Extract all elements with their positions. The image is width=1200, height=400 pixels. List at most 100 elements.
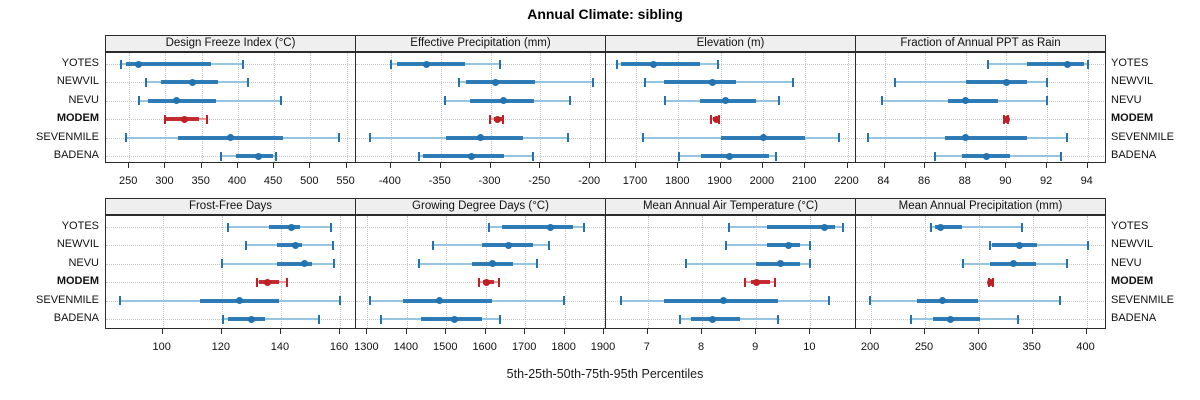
axis-tick (405, 329, 407, 334)
bar-25-75 (227, 317, 265, 321)
whisker-cap (717, 59, 720, 69)
whisker-cap (118, 296, 121, 306)
axis-tick (1086, 163, 1088, 168)
gridline-vertical (485, 216, 487, 328)
median-dot (287, 223, 295, 231)
whisker-cap (1086, 59, 1089, 69)
axis-tick-label: 400 (227, 175, 247, 187)
panel-strip: Growing Degree Days (°C) (355, 198, 606, 215)
axis-tick-label: 160 (329, 341, 349, 353)
whisker-cap (502, 114, 505, 124)
median-dot (493, 115, 501, 123)
whisker-cap (569, 96, 572, 106)
median-dot (777, 260, 785, 268)
station-label-left: NEWVIL (56, 238, 99, 251)
whisker-cap (1046, 96, 1049, 106)
axis-tick (1005, 163, 1007, 168)
gridline-vertical (1087, 53, 1089, 162)
axis-tick (445, 329, 447, 334)
station-label-left: YOTES (61, 220, 99, 232)
gridline-vertical (590, 53, 592, 162)
axis-tick-label: 1300 (354, 341, 379, 353)
gridline-vertical (129, 53, 131, 162)
gridline-vertical (310, 53, 312, 162)
axis-tick-label: -300 (478, 175, 501, 187)
gridline-row (856, 119, 1105, 121)
whisker-cap (499, 59, 502, 69)
station-label-right: BADENA (1111, 312, 1157, 324)
axis-tick-label: 1800 (665, 175, 690, 187)
whisker-cap (124, 133, 127, 143)
axis-tick (804, 163, 806, 168)
gridline-vertical (540, 53, 542, 162)
gridline-vertical (490, 53, 492, 162)
axis-tick-label: 8 (697, 341, 705, 353)
axis-tick-label: 84 (877, 175, 890, 187)
axis-tick-label: 7 (643, 341, 650, 353)
station-label-right: MODEM (1111, 112, 1154, 125)
bar-25-75 (991, 243, 1038, 248)
gridline-vertical (647, 216, 649, 328)
whisker-cap (809, 240, 812, 250)
gridline-row (356, 227, 605, 228)
bar-25-75 (126, 62, 212, 66)
station-label-right: SEVENMILE (1111, 130, 1174, 143)
whisker-cap (567, 133, 570, 143)
gridline-row (606, 64, 855, 65)
median-dot (436, 297, 444, 305)
axis-tick (273, 163, 275, 168)
bar-25-75 (276, 243, 302, 248)
gridline-vertical (810, 216, 812, 328)
axis-tick (635, 163, 636, 168)
median-dot (1002, 115, 1010, 123)
median-dot (987, 278, 995, 286)
median-dot (450, 315, 458, 323)
gridline-row (356, 119, 605, 121)
axis-tick-label: 250 (914, 341, 934, 353)
gridline-vertical (636, 53, 637, 162)
median-dot (482, 278, 490, 286)
gridline-row (106, 119, 355, 121)
whisker-cap (987, 59, 990, 69)
whisker-cap (138, 96, 141, 106)
whisker-cap (220, 259, 223, 269)
whisker-cap (988, 240, 991, 250)
panel-body (105, 52, 356, 163)
bar-25-75 (664, 80, 736, 85)
axis-tick-label: -200 (578, 175, 601, 187)
whisker-cap (725, 240, 728, 250)
gridline-vertical (162, 216, 164, 328)
whisker-cap (1060, 151, 1063, 161)
panel-body (855, 215, 1106, 329)
whisker-cap (867, 133, 870, 143)
gridline-vertical (978, 216, 980, 328)
whisker-cap (144, 77, 147, 87)
median-dot (1063, 60, 1071, 68)
station-label-left: SEVENMILE (36, 293, 99, 306)
median-dot (301, 260, 309, 268)
whisker-cap (331, 240, 334, 250)
axis-tick (719, 163, 721, 168)
whisker-cap (791, 77, 794, 87)
bar-25-75 (701, 154, 770, 158)
station-label-left: MODEM (56, 112, 99, 125)
whisker-cap (120, 59, 123, 69)
median-dot (1002, 78, 1010, 86)
gridline-vertical (925, 53, 927, 162)
axis-tick (677, 163, 679, 168)
whisker-cap (274, 151, 277, 161)
axis-tick-label: 350 (191, 175, 210, 187)
axis-tick-label: 300 (155, 175, 174, 187)
gridline-vertical (525, 216, 527, 328)
bar-25-75 (235, 154, 273, 158)
panel-body (105, 215, 356, 329)
axis-tick (389, 163, 391, 168)
median-dot (491, 78, 499, 86)
whisker-5-95 (685, 262, 811, 265)
axis-tick (539, 163, 541, 168)
whisker-cap (226, 222, 229, 232)
station-label-left: MODEM (56, 275, 99, 288)
gridline-vertical (406, 216, 408, 328)
gridline-vertical (390, 53, 392, 162)
whisker-cap (330, 222, 333, 232)
